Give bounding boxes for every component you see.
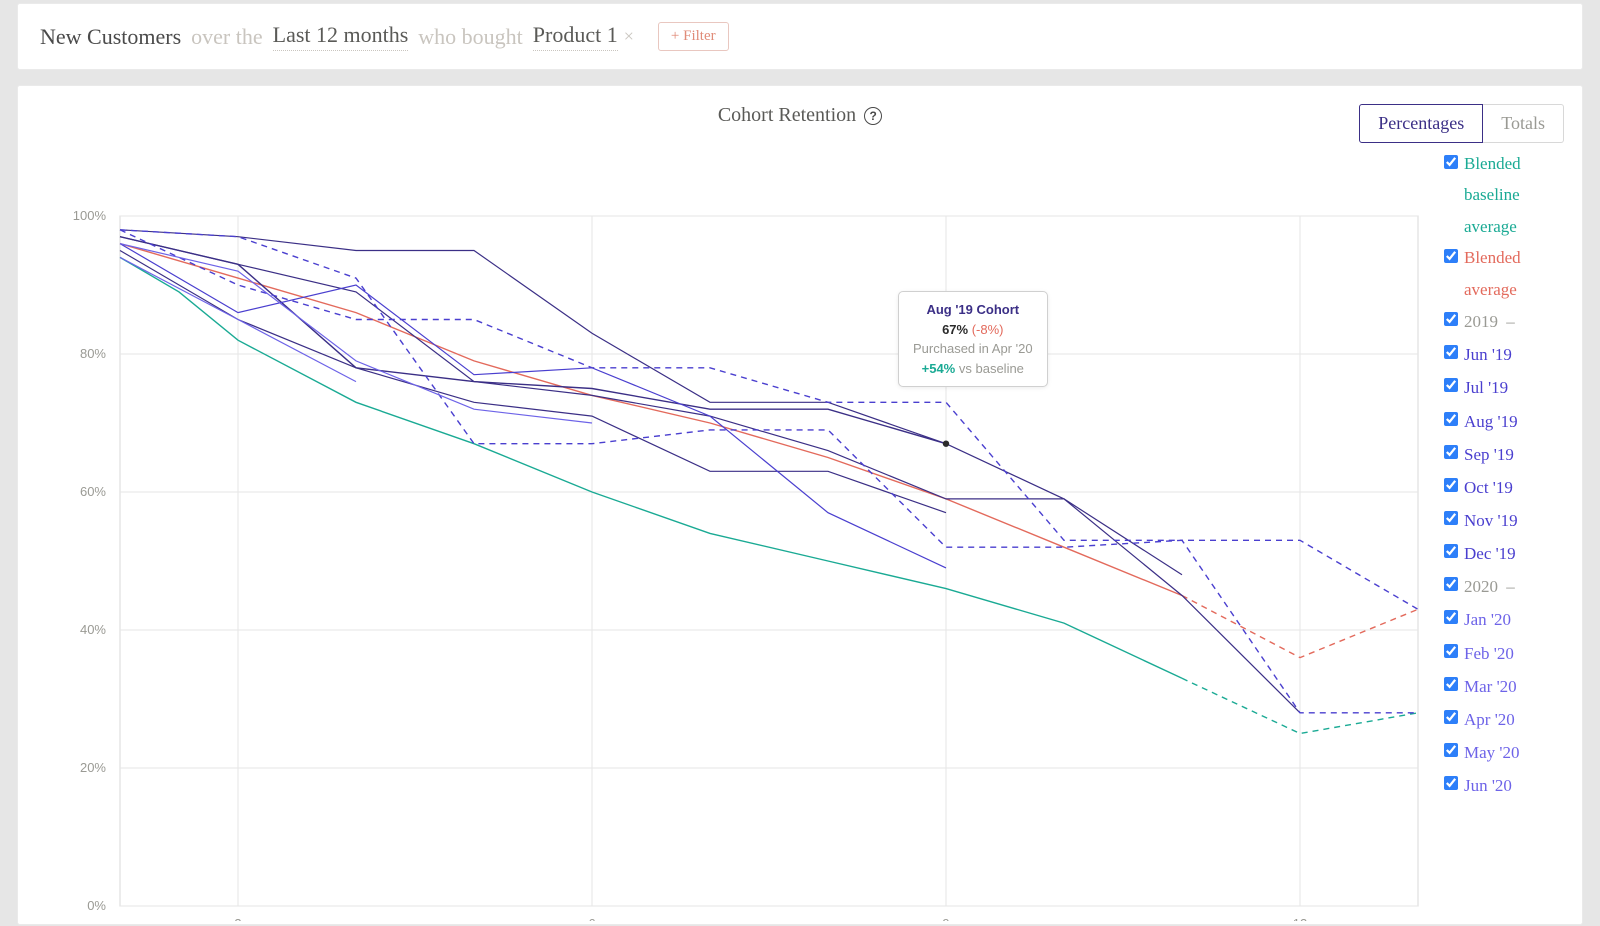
legend-label: Jan '20	[1464, 603, 1511, 636]
filter-bar: New Customers over the Last 12 months wh…	[17, 3, 1583, 70]
legend-item[interactable]: Aug '19	[1444, 405, 1564, 438]
tooltip-title: Aug '19 Cohort	[913, 300, 1033, 320]
legend-checkbox[interactable]	[1444, 776, 1458, 790]
legend-item[interactable]: Mar '20	[1444, 670, 1564, 703]
svg-text:3: 3	[234, 916, 241, 921]
chart-legend: Blended baseline averageBlended average2…	[1444, 148, 1564, 802]
legend-checkbox[interactable]	[1444, 312, 1458, 326]
tooltip-delta: (-8%)	[972, 322, 1004, 337]
legend-label: Mar '20	[1464, 670, 1517, 703]
svg-text:20%: 20%	[80, 760, 106, 775]
legend-label: Blended average	[1464, 242, 1564, 305]
legend-checkbox[interactable]	[1444, 644, 1458, 658]
product-selector[interactable]: Product 1	[533, 22, 618, 51]
svg-text:40%: 40%	[80, 622, 106, 637]
legend-checkbox[interactable]	[1444, 511, 1458, 525]
legend-checkbox[interactable]	[1444, 249, 1458, 263]
percentages-toggle[interactable]: Percentages	[1359, 104, 1483, 143]
period-selector[interactable]: Last 12 months	[273, 22, 409, 51]
legend-item[interactable]: Blended average	[1444, 242, 1564, 305]
legend-label: 2020 –	[1464, 570, 1515, 603]
chart-title: Cohort Retention	[718, 104, 856, 127]
legend-label: Aug '19	[1464, 405, 1518, 438]
over-the-text: over the	[191, 24, 262, 50]
help-icon[interactable]: ?	[864, 107, 882, 125]
who-bought-text: who bought	[418, 24, 523, 50]
chart-panel: Cohort Retention ? Percentages Totals 0%…	[17, 85, 1583, 925]
svg-text:6: 6	[588, 916, 595, 921]
legend-checkbox[interactable]	[1444, 610, 1458, 624]
legend-checkbox[interactable]	[1444, 445, 1458, 459]
legend-checkbox[interactable]	[1444, 412, 1458, 426]
legend-label: Feb '20	[1464, 637, 1514, 670]
tooltip-pct: 67%	[942, 322, 968, 337]
legend-item[interactable]: Feb '20	[1444, 637, 1564, 670]
legend-item[interactable]: Jun '19	[1444, 338, 1564, 371]
legend-item[interactable]: Jul '19	[1444, 371, 1564, 404]
retention-chart: 0%20%40%60%80%100%36912Cohort Age in Mon…	[48, 141, 1448, 921]
legend-label: Jun '20	[1464, 769, 1512, 802]
svg-text:100%: 100%	[73, 208, 107, 223]
tooltip-vs-text: vs baseline	[959, 361, 1024, 376]
legend-checkbox[interactable]	[1444, 743, 1458, 757]
legend-item[interactable]: Blended baseline average	[1444, 148, 1564, 242]
legend-item[interactable]: Nov '19	[1444, 504, 1564, 537]
legend-checkbox[interactable]	[1444, 478, 1458, 492]
legend-checkbox[interactable]	[1444, 345, 1458, 359]
legend-item[interactable]: Sep '19	[1444, 438, 1564, 471]
legend-checkbox[interactable]	[1444, 544, 1458, 558]
legend-checkbox[interactable]	[1444, 710, 1458, 724]
legend-item[interactable]: Jun '20	[1444, 769, 1564, 802]
add-filter-button[interactable]: + Filter	[658, 22, 729, 51]
totals-toggle[interactable]: Totals	[1483, 104, 1564, 143]
svg-text:9: 9	[942, 916, 949, 921]
svg-text:0%: 0%	[87, 898, 106, 913]
legend-label: Apr '20	[1464, 703, 1515, 736]
legend-label: Jul '19	[1464, 371, 1508, 404]
legend-label: May '20	[1464, 736, 1519, 769]
segment-label[interactable]: New Customers	[40, 24, 181, 50]
legend-item[interactable]: Oct '19	[1444, 471, 1564, 504]
chart-title-row: Cohort Retention ?	[18, 86, 1582, 127]
legend-checkbox[interactable]	[1444, 378, 1458, 392]
legend-group[interactable]: 2020 –	[1444, 570, 1564, 603]
svg-text:12: 12	[1293, 916, 1307, 921]
legend-label: Oct '19	[1464, 471, 1513, 504]
legend-label: Jun '19	[1464, 338, 1512, 371]
legend-label: Sep '19	[1464, 438, 1514, 471]
legend-label: 2019 –	[1464, 305, 1515, 338]
tooltip-sub: Purchased in Apr '20	[913, 339, 1033, 359]
svg-text:80%: 80%	[80, 346, 106, 361]
view-toggle: Percentages Totals	[1359, 104, 1564, 143]
legend-label: Dec '19	[1464, 537, 1516, 570]
legend-checkbox[interactable]	[1444, 677, 1458, 691]
legend-item[interactable]: May '20	[1444, 736, 1564, 769]
legend-group[interactable]: 2019 –	[1444, 305, 1564, 338]
remove-filter-icon[interactable]: ×	[624, 26, 634, 47]
legend-label: Nov '19	[1464, 504, 1518, 537]
svg-text:60%: 60%	[80, 484, 106, 499]
legend-item[interactable]: Apr '20	[1444, 703, 1564, 736]
legend-item[interactable]: Dec '19	[1444, 537, 1564, 570]
legend-checkbox[interactable]	[1444, 155, 1458, 169]
chart-tooltip: Aug '19 Cohort 67% (-8%) Purchased in Ap…	[898, 291, 1048, 387]
chart-area: 0%20%40%60%80%100%36912Cohort Age in Mon…	[48, 141, 1448, 921]
legend-item[interactable]: Jan '20	[1444, 603, 1564, 636]
legend-checkbox[interactable]	[1444, 577, 1458, 591]
tooltip-positive: +54%	[922, 361, 956, 376]
legend-label: Blended baseline average	[1464, 148, 1564, 242]
